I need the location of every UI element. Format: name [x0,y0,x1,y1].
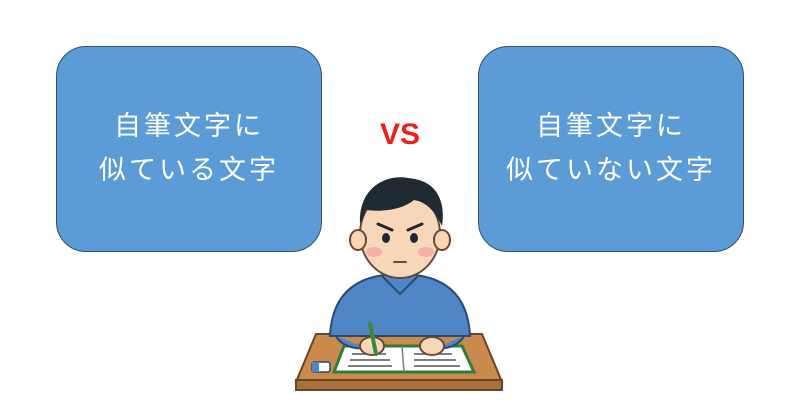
right-eye [410,233,418,243]
left-card-line1: 自筆文字に [114,111,264,142]
left-card-line2: 似ている文字 [99,155,279,186]
left-card: 自筆文字に 似ている文字 [56,46,322,252]
right-card-line2: 似ていない文字 [506,155,716,186]
collar [381,275,419,296]
pencil [368,322,378,356]
vs-label: VS [379,118,421,151]
left-cheek [366,247,382,257]
left-eyebrow [376,222,394,232]
right-eyebrow [406,222,424,232]
right-ear [433,229,451,251]
right-card-line1: 自筆文字に [536,111,686,142]
left-ear [349,229,367,251]
right-cheek [418,247,434,257]
desk-front [295,379,503,391]
right-hand [419,336,445,356]
hair [359,177,443,226]
book-spine [401,345,405,373]
right-card: 自筆文字に 似ていない文字 [478,46,744,252]
student-studying-illustration [294,177,504,391]
shirt [328,272,472,337]
left-eye [382,233,390,243]
